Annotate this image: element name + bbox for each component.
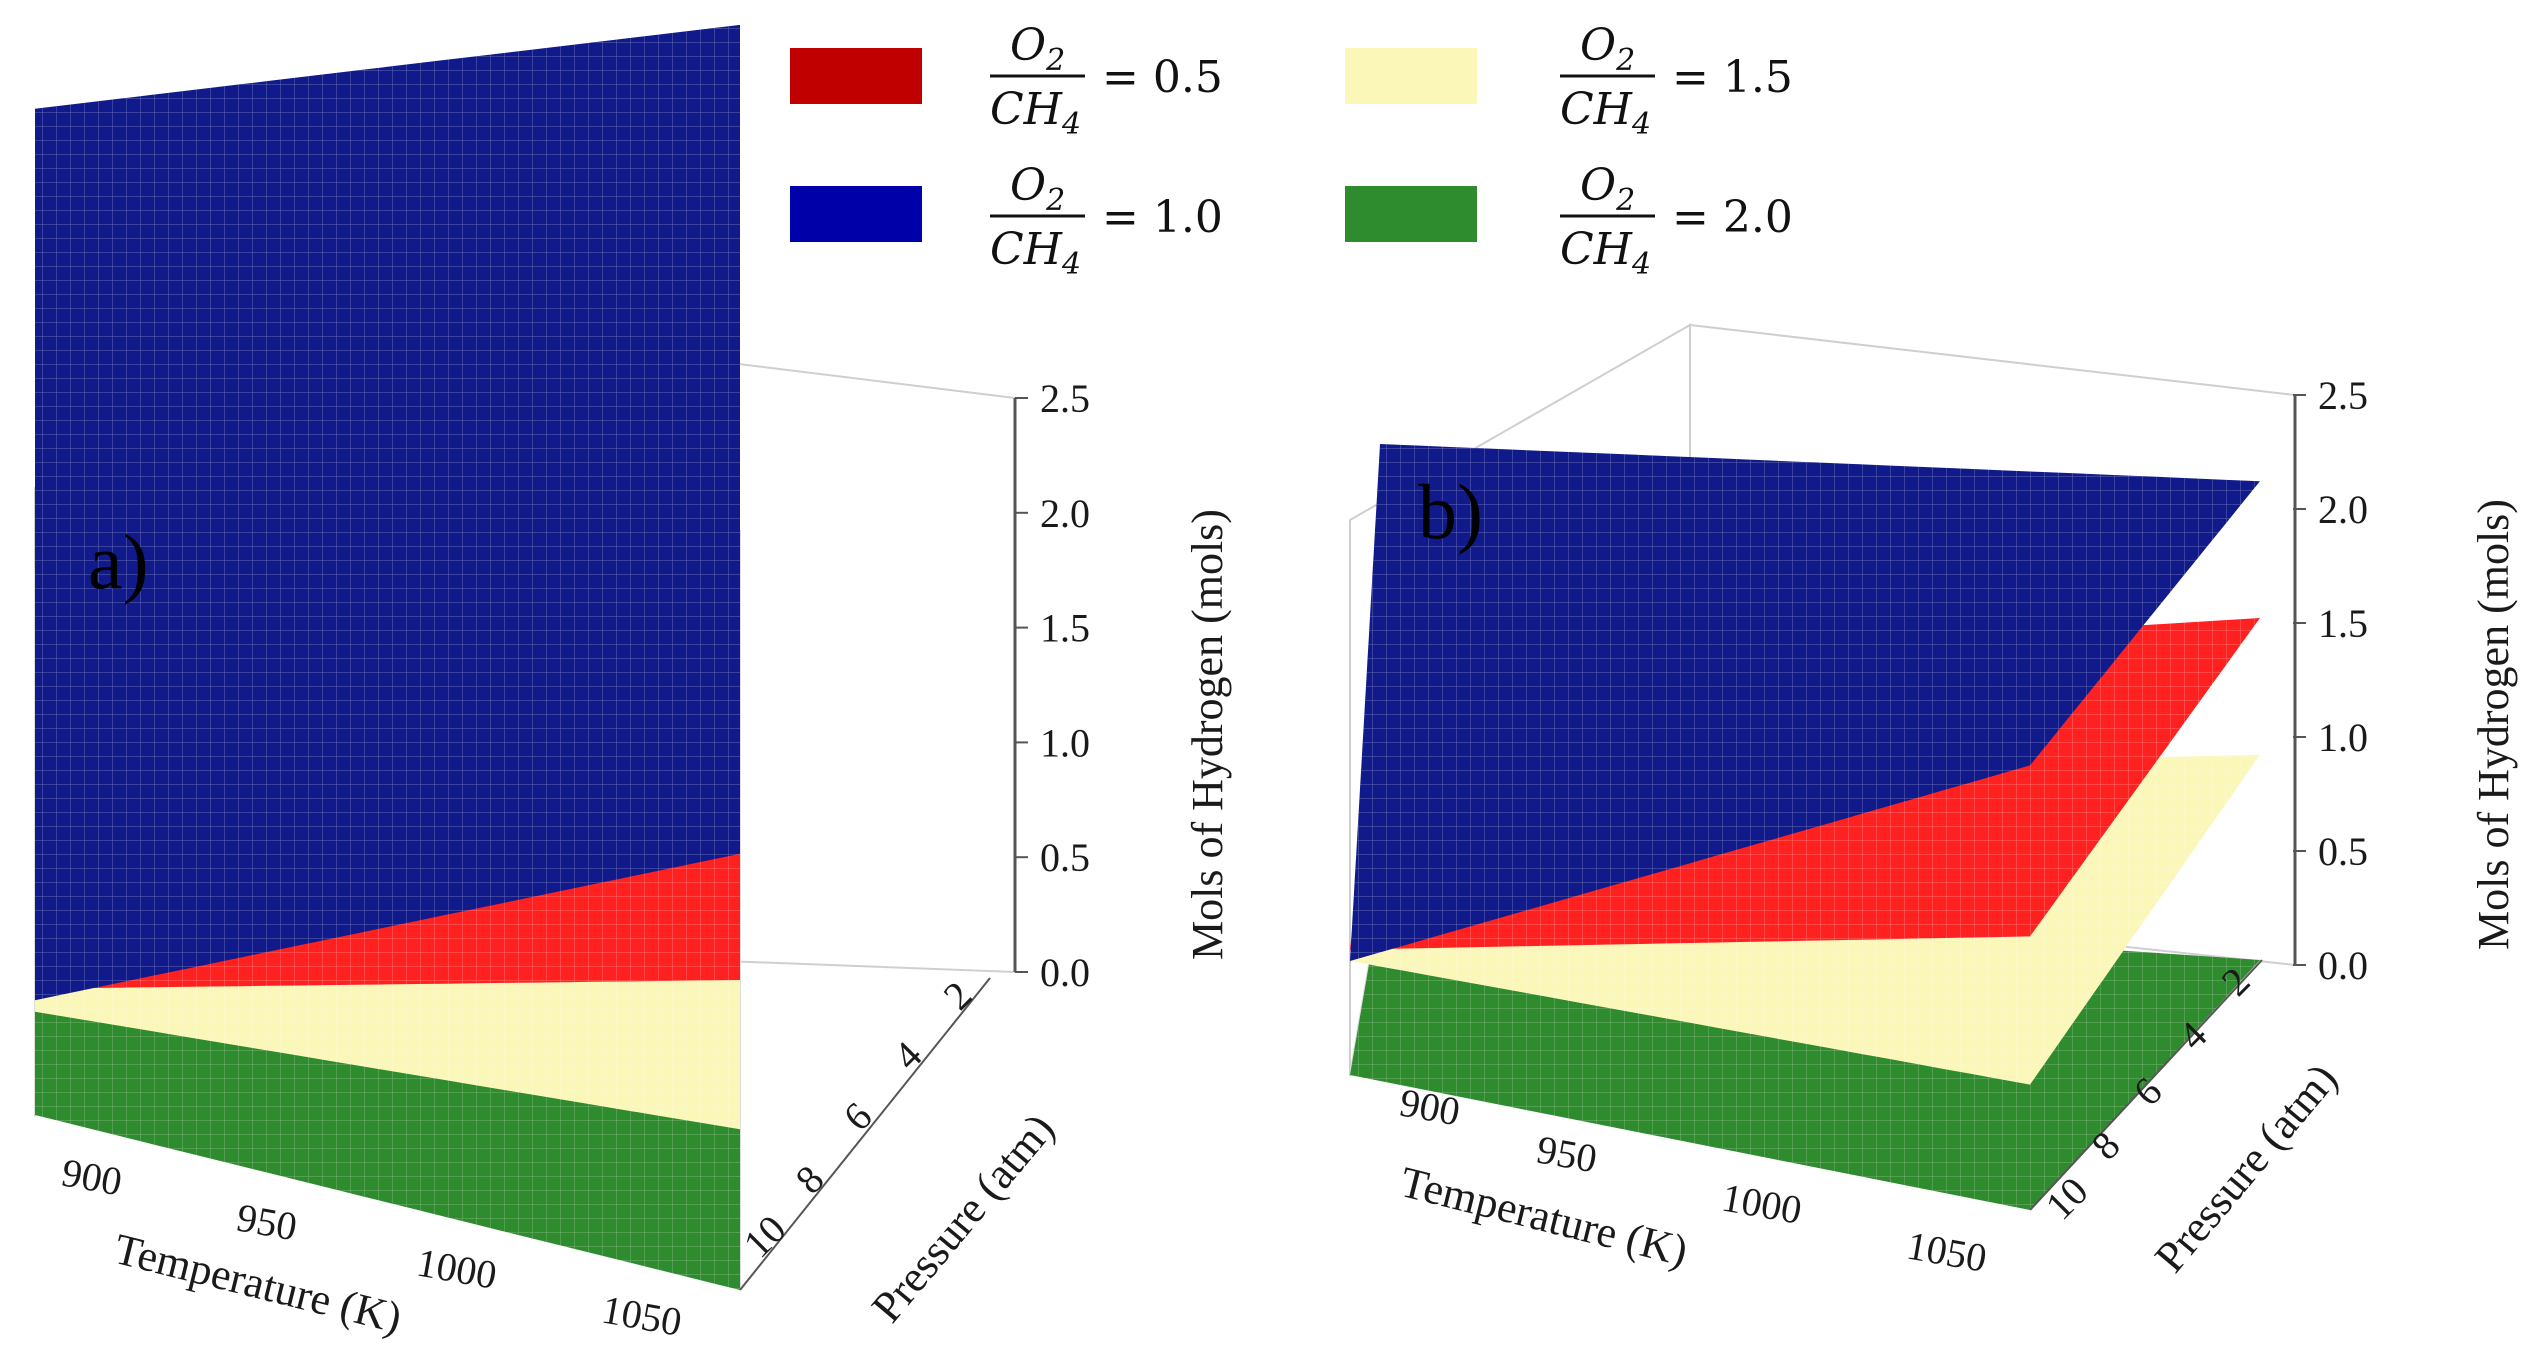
y-axis-title: Pressure (atm) [862,1104,1064,1331]
y-tick-label: 8 [787,1156,833,1202]
svg-text:O2: O2 [1580,20,1635,78]
legend-item-1: O2 CH4 = 1.5 [1345,20,1793,142]
panel-a: 0.0 0.5 1.0 1.5 2.0 2.5 900 950 1000 1050 246810… [34,24,1232,1345]
surface-mesh-3 [35,24,740,1001]
y-tick-label: 2 [935,972,981,1018]
svg-text:O2: O2 [1580,160,1635,218]
svg-text:= 1.5: = 1.5 [1672,52,1793,103]
y-tick-label: 6 [835,1093,881,1139]
z-tick-label: 2.0 [2318,487,2368,532]
legend-swatch-0 [790,48,922,104]
x-tick-label: 1000 [413,1240,500,1298]
z-tick-labels: 0.0 0.5 1.0 1.5 2.0 2.5 [1015,376,1090,995]
x-tick-label: 1000 [1718,1175,1805,1233]
y-axis-line [739,977,991,1291]
legend-item-2: O2 CH4 = 1.0 [790,160,1223,282]
x-tick-label: 1050 [598,1287,685,1345]
z-tick-label: 1.0 [2318,715,2368,760]
x-tick-label: 950 [1533,1127,1600,1182]
svg-text:O2: O2 [1010,20,1065,78]
legend-item-3: O2 CH4 = 2.0 [1345,160,1793,282]
y-axis-title: Pressure (atm) [2145,1054,2347,1281]
y-tick-label: 10 [735,1206,795,1266]
x-tick-label: 950 [233,1195,300,1250]
z-tick-labels: 0.0 0.5 1.0 1.5 2.0 2.5 [2293,373,2368,988]
z-tick-label: 2.5 [2318,373,2368,418]
z-tick-label: 1.0 [1040,720,1090,765]
z-axis-title: Mols of Hydrogen (mols) [1183,509,1232,960]
z-tick-label: 2.0 [1040,491,1090,536]
z-tick-label: 1.5 [2318,601,2368,646]
panel-label: b) [1418,468,1483,555]
svg-text:CH4: CH4 [990,224,1081,282]
svg-text:= 2.0: = 2.0 [1672,192,1793,243]
svg-text:CH4: CH4 [990,84,1081,142]
surfaces [35,24,740,1290]
x-tick-label: 900 [1396,1080,1463,1135]
z-tick-label: 2.5 [1040,376,1090,421]
svg-text:= 0.5: = 0.5 [1102,52,1223,103]
legend: O2 CH4 = 0.5 O2 CH4 = 1.5 O2 CH4 = 1.0 [790,20,1793,282]
legend-swatch-2 [790,186,922,242]
z-tick-label: 0.5 [2318,829,2368,874]
z-axis-title: Mols of Hydrogen (mols) [2469,499,2518,950]
svg-text:CH4: CH4 [1560,84,1651,142]
x-tick-label: 900 [58,1150,125,1205]
svg-text:CH4: CH4 [1560,224,1651,282]
surface-mesh-3 [1350,444,2260,961]
z-tick-label: 0.0 [1040,950,1090,995]
z-tick-label: 0.5 [1040,835,1090,880]
y-tick-label: 4 [885,1032,931,1078]
x-axis-title: Temperature (K) [1396,1157,1693,1276]
z-tick-label: 0.0 [2318,943,2368,988]
legend-swatch-1 [1345,48,1477,104]
z-tick-label: 1.5 [1040,606,1090,651]
y-axis-line [2029,959,2263,1211]
legend-swatch-3 [1345,186,1477,242]
surfaces [1350,444,2260,1210]
legend-item-0: O2 CH4 = 0.5 [790,20,1223,142]
panel-label: a) [88,518,149,605]
svg-text:= 1.0: = 1.0 [1102,192,1223,243]
svg-text:O2: O2 [1010,160,1065,218]
x-tick-label: 1050 [1903,1223,1990,1281]
